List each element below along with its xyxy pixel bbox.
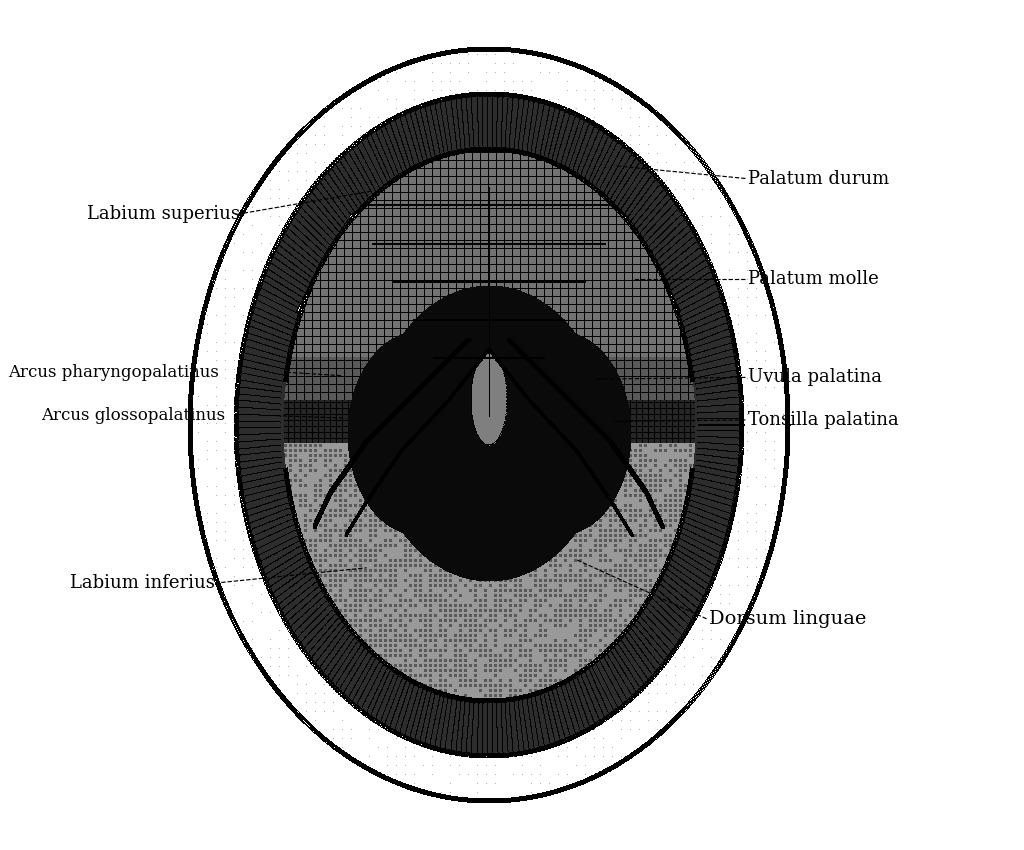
Text: Arcus glossopalatinus: Arcus glossopalatinus: [41, 407, 225, 424]
Text: Uvula palatina: Uvula palatina: [748, 368, 882, 387]
Text: Palatum molle: Palatum molle: [748, 269, 879, 288]
Text: Tonsilla palatina: Tonsilla palatina: [748, 411, 898, 429]
Text: Dorsum linguae: Dorsum linguae: [709, 609, 866, 628]
Text: Labium inferius: Labium inferius: [70, 574, 214, 592]
Text: Arcus pharyngopalatinus: Arcus pharyngopalatinus: [8, 364, 219, 381]
Text: Palatum durum: Palatum durum: [748, 169, 889, 188]
Text: Labium superius: Labium superius: [87, 205, 240, 224]
